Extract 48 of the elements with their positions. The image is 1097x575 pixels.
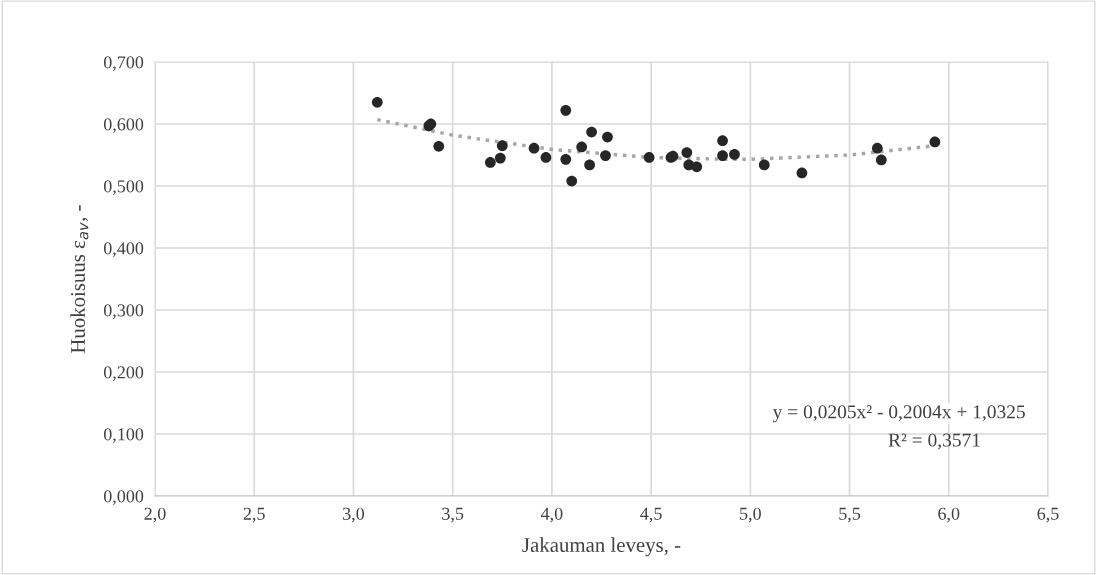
x-tick-label: 2,5 [243, 507, 265, 523]
x-tick-label: 3,5 [442, 507, 464, 523]
point [494, 152, 506, 164]
x-tick-label: 6,0 [938, 507, 960, 523]
point [929, 136, 941, 148]
point [875, 154, 887, 166]
y-axis-title: Huokoisuus ε$_{av}$, - [70, 205, 89, 354]
point [584, 159, 595, 171]
point [796, 167, 808, 179]
point [540, 152, 552, 163]
point [433, 140, 445, 152]
x-axis-title: Jakauman leveys, - [522, 537, 681, 557]
annotation: R² = 0,3571 [888, 433, 980, 450]
x-tick-label: 3,0 [343, 507, 365, 523]
x-tick-label: 5,0 [740, 507, 761, 523]
y-tick-label: 0,700 [103, 56, 144, 72]
point [371, 96, 383, 108]
point [758, 159, 770, 171]
point [602, 131, 613, 143]
point [484, 157, 496, 168]
y-tick-label: 0,300 [103, 304, 144, 320]
point [496, 140, 508, 152]
x-tick-label: 5,5 [839, 507, 861, 523]
point [576, 141, 588, 153]
point [560, 153, 572, 165]
point [566, 175, 578, 187]
y-tick-label: 0,400 [103, 242, 144, 258]
y-tick-label: 0,100 [103, 428, 144, 444]
y-tick-label: 0,000 [103, 490, 144, 506]
y-tick-label: 0,500 [103, 180, 144, 196]
x-tick-label: 2,0 [144, 507, 166, 523]
point [586, 126, 597, 138]
point [643, 152, 655, 163]
point [600, 150, 611, 161]
point [528, 142, 540, 154]
point [560, 104, 572, 116]
annotation: y = 0,0205x² - 0,2004x + 1,0325 [772, 405, 1025, 423]
point [871, 142, 883, 154]
x-tick-label: 4,0 [540, 507, 563, 523]
point [691, 161, 703, 173]
x-tick-label: 4,5 [640, 507, 662, 523]
point [717, 135, 728, 147]
x-tick-label: 6,5 [1037, 507, 1059, 523]
y-tick-label: 0,200 [103, 366, 144, 382]
point [717, 150, 728, 161]
point [681, 147, 693, 158]
y-tick-label: 0,600 [103, 118, 144, 134]
point [729, 149, 740, 160]
